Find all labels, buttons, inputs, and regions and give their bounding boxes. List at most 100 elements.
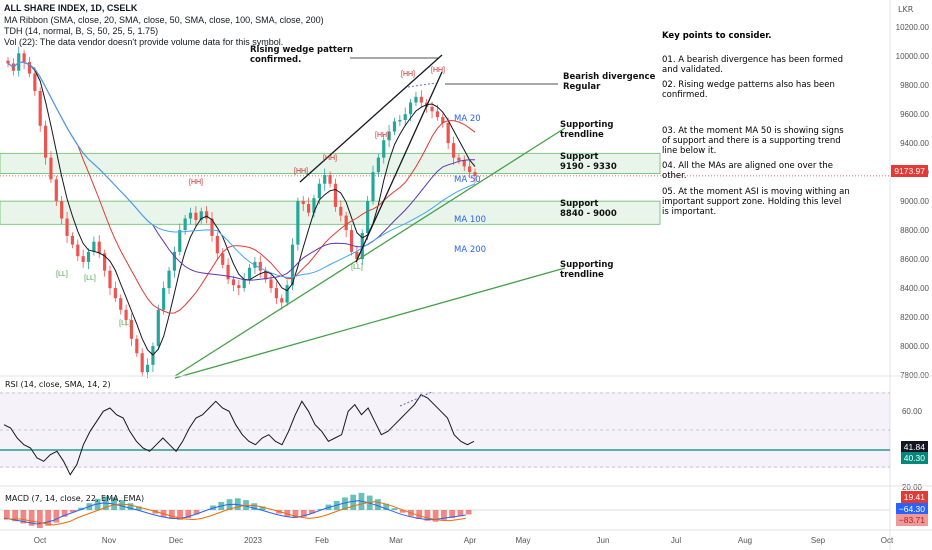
candle-body <box>355 251 359 260</box>
macd-hist-bar <box>342 497 348 510</box>
rsi-value-tag: 41.84 <box>900 441 928 453</box>
pattern-label: [HH] <box>294 168 308 175</box>
time-tick-label: Nov <box>102 536 116 545</box>
macd-hist-bar <box>119 500 126 510</box>
candle-body <box>366 201 370 233</box>
candle-body <box>124 309 128 320</box>
ma200-label: MA 200 <box>454 245 487 255</box>
candle-body <box>419 96 423 103</box>
ma20-label: MA 20 <box>454 114 481 124</box>
candle-body <box>457 157 461 161</box>
macd-hist-bar <box>251 503 258 510</box>
candle-body <box>382 140 386 158</box>
candle-body <box>344 215 348 231</box>
candle-body <box>312 198 316 213</box>
candle-body <box>435 111 440 118</box>
ma-ribbon-legend[interactable]: MA Ribbon (SMA, close, 20, SMA, close, 5… <box>4 15 324 25</box>
pattern-label: [LL] <box>84 275 96 282</box>
candle-body <box>280 298 284 303</box>
macd-hist-bar <box>292 510 299 519</box>
candle-body <box>446 122 450 144</box>
macd-hist-bar <box>383 503 390 510</box>
support-zone-2 <box>0 200 661 225</box>
time-tick-label: Oct <box>881 536 894 545</box>
candle-body <box>92 241 96 252</box>
candle-body <box>65 218 69 236</box>
note-3: 03. At the moment MA 50 is showing signs… <box>662 126 844 156</box>
price-tick-label: 9000.00 <box>900 197 929 206</box>
time-tick-label: Jul <box>671 536 681 545</box>
candle-body <box>54 179 58 202</box>
time-tick-label: Feb <box>315 536 329 545</box>
macd-hist-bar <box>111 497 117 510</box>
price-tick-label: 10000.00 <box>896 52 930 61</box>
macd-signal-tag: −83.71 <box>895 514 928 526</box>
candle-body <box>468 166 472 173</box>
candle-body <box>188 212 193 219</box>
notes-heading: Key points to consider. <box>662 31 772 41</box>
volume-legend[interactable]: Vol (22): The data vendor doesn't provid… <box>4 37 284 47</box>
price-tick-label: 8600.00 <box>900 255 929 264</box>
macd-legend[interactable]: MACD (7, 14, close, 22, EMA, EMA) <box>5 494 145 503</box>
candle-body <box>119 298 123 310</box>
candle-body <box>43 125 48 158</box>
note-1: 01. A bearish divergence has been formed… <box>662 55 844 75</box>
candle-body <box>221 253 225 265</box>
price-tick-label: 9400.00 <box>900 139 929 148</box>
macd-hist-bar <box>259 506 266 510</box>
candle-body <box>398 119 402 122</box>
pattern-label: [HH] <box>401 71 415 78</box>
candle-body <box>129 319 134 339</box>
time-tick-label: Oct <box>34 536 47 545</box>
candle-body <box>108 270 112 289</box>
candle-body <box>135 338 139 354</box>
candle-body <box>328 175 332 184</box>
macd-hist-bar <box>424 510 431 521</box>
candle-body <box>349 230 354 252</box>
macd-line-tag: −64.30 <box>895 503 928 515</box>
macd-hist-bar <box>391 508 398 510</box>
rsi-legend[interactable]: RSI (14, close, SMA, 14, 2) <box>5 380 111 389</box>
macd-hist-tag: 19.41 <box>900 491 928 503</box>
candle-body <box>333 183 338 207</box>
candle-body <box>113 288 117 299</box>
candle-body <box>172 251 176 271</box>
macd-hist-bar <box>309 510 315 514</box>
macd-line <box>3 500 466 525</box>
candle-body <box>274 288 278 299</box>
rsi-divergence-line <box>399 391 433 407</box>
macd-hist-bar <box>78 507 84 510</box>
macd-hist-bar <box>432 510 439 522</box>
macd-hist-bar <box>12 510 19 522</box>
candle-body <box>167 270 171 289</box>
candle-body <box>317 183 321 199</box>
candle-body <box>145 364 150 373</box>
macd-hist-bar <box>177 510 183 520</box>
candle-body <box>237 285 241 289</box>
candle-body <box>430 106 434 112</box>
candle-body <box>76 244 80 257</box>
candle-body <box>210 218 214 236</box>
price-tick-label: 8800.00 <box>900 226 929 235</box>
candle-body <box>194 212 198 220</box>
macd-hist-bar <box>416 510 423 519</box>
price-tick-label: 9800.00 <box>900 81 929 90</box>
price-tick-label: 8000.00 <box>900 342 929 351</box>
macd-hist-bar <box>4 510 10 519</box>
currency-label: LKR <box>898 5 914 14</box>
ma20-line <box>7 61 476 356</box>
candle-body <box>60 201 64 219</box>
macd-signal-line <box>4 501 466 526</box>
support-label-2: Support 8840 - 9000 <box>560 199 617 219</box>
macd-hist-bar <box>69 510 76 513</box>
candle-body <box>323 175 327 184</box>
candle-body <box>339 206 343 216</box>
ma50-line <box>7 61 476 314</box>
price-tick-label: 8400.00 <box>900 284 929 293</box>
macd-hist-bar <box>350 494 357 510</box>
time-tick-label: Aug <box>738 536 752 545</box>
time-tick-label: Sep <box>811 536 826 545</box>
tdh-legend[interactable]: TDH (14, normal, B, S, 50, 25, 5, 1.75) <box>4 26 159 36</box>
macd-hist-bar <box>300 510 307 517</box>
